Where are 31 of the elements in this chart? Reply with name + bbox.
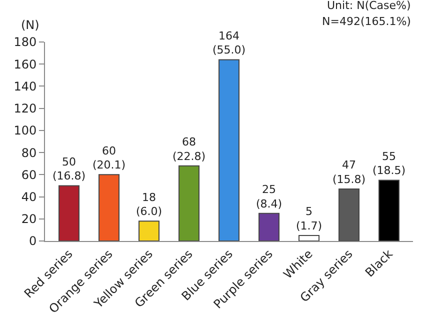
data-label: 55 (18.5) — [372, 150, 406, 178]
bar — [178, 165, 200, 241]
y-tick-label: 140 — [14, 79, 37, 94]
data-label: 164 (55.0) — [212, 29, 246, 57]
data-label: 68 (22.8) — [172, 136, 206, 163]
y-tick-label: 60 — [21, 168, 37, 182]
y-tick-label: 0 — [28, 234, 37, 248]
y-axis-title: (N) — [21, 18, 40, 32]
bar — [378, 180, 400, 241]
bar — [298, 234, 320, 241]
y-tick-label: 20 — [21, 212, 37, 226]
bar — [138, 220, 160, 241]
bar — [218, 59, 240, 241]
data-label: 60 (20.1) — [92, 144, 126, 172]
data-label: 18 (6.0) — [136, 190, 162, 218]
text: Unit: N(Case%) — [327, 0, 411, 12]
y-tick-label: 180 — [14, 35, 37, 50]
bar — [338, 188, 360, 241]
bar — [98, 174, 120, 241]
y-tick-label: 40 — [21, 190, 37, 204]
data-label: 47 (15.8) — [332, 158, 366, 186]
y-tick-label: 80 — [21, 146, 37, 160]
bar — [58, 185, 80, 241]
data-label: 5 (1.7) — [296, 205, 322, 232]
data-label: 25 (8.4) — [256, 183, 282, 210]
y-tick-label: 100 — [14, 124, 37, 138]
y-tick-label: 120 — [14, 102, 37, 116]
bar — [258, 212, 280, 241]
y-tick-label: 160 — [14, 57, 37, 72]
text: N=492(165.1%) — [322, 15, 411, 28]
data-label: 50 (16.8) — [52, 155, 86, 183]
